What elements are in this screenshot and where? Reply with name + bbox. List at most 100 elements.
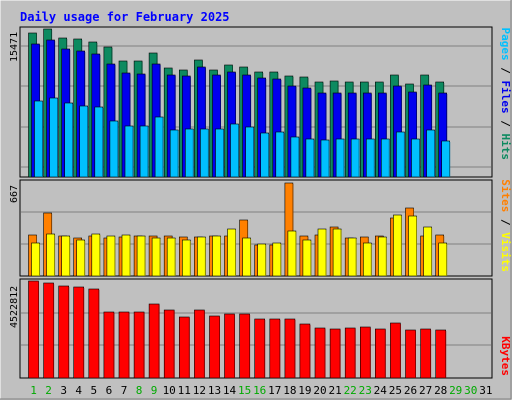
day-label-26: 26 (404, 384, 417, 397)
kbytes-bar-day-26 (405, 329, 416, 379)
kbytes-bar-day-23 (359, 326, 371, 379)
chart-title: Daily usage for February 2025 (20, 10, 230, 24)
pages-bar-day-13 (215, 128, 224, 178)
visits-bar-day-9 (151, 237, 161, 277)
kbytes-bar-day-18 (284, 318, 296, 379)
kbytes-bar-day-12 (194, 309, 205, 379)
pages-bar-day-12 (200, 128, 209, 178)
day-label-20: 20 (313, 384, 326, 397)
pages-bar-day-2 (49, 97, 58, 178)
pages-bar-day-6 (109, 120, 119, 178)
visits-bar-day-28 (438, 242, 448, 277)
day-labels-group: 1 2 3 4 5 6 7 8 9 10 11 12 13 14 15 16 17 18 19 20 21 22 23 24 2… (30, 384, 492, 397)
visits-bar-day-5 (91, 233, 101, 277)
visits-bar-day-15 (242, 237, 251, 277)
kbytes-bar-day-11 (179, 316, 190, 379)
day-label-4: 4 (75, 384, 82, 397)
legend-visits: Visits (499, 232, 512, 272)
day-label-1: 1 (30, 384, 37, 397)
day-label-10: 10 (163, 384, 176, 397)
day-label-11: 11 (178, 384, 191, 397)
day-label-24: 24 (374, 384, 388, 397)
pages-bar-day-14 (230, 123, 239, 178)
day-label-6: 6 (106, 384, 113, 397)
pages-bar-day-19 (305, 138, 315, 178)
pages-bar-day-8 (139, 125, 149, 178)
visits-bar-day-17 (272, 242, 282, 277)
day-label-16: 16 (253, 384, 266, 397)
day-label-9: 9 (151, 384, 158, 397)
kbytes-bar-day-19 (299, 323, 311, 379)
kbytes-bar-day-7 (118, 311, 130, 379)
day-label-25: 25 (389, 384, 402, 397)
day-label-12: 12 (193, 384, 206, 397)
day-label-23: 23 (359, 384, 372, 397)
visits-bar-day-6 (106, 235, 116, 277)
visits-bar-day-27 (423, 226, 432, 277)
day-label-13: 13 (208, 384, 221, 397)
kbytes-bar-day-24 (374, 328, 386, 379)
pages-bar-day-17 (275, 131, 285, 178)
visits-bar-day-22 (347, 237, 357, 277)
day-label-15: 15 (238, 384, 251, 397)
kbytes-bar-day-9 (148, 303, 160, 379)
pages-bar-day-20 (320, 139, 330, 178)
kbytes-bar-day-21 (329, 328, 341, 379)
kbytes-bar-day-13 (209, 315, 220, 379)
visits-bar-day-12 (197, 236, 206, 277)
visits-bar-day-19 (302, 239, 312, 277)
pages-bar-day-27 (426, 129, 435, 178)
pages-bar-day-9 (154, 116, 164, 178)
legend-sites: Sites (499, 179, 512, 212)
visits-bar-day-23 (362, 242, 372, 277)
pages-bar-day-22 (350, 138, 360, 178)
pages-bar-day-5 (94, 106, 104, 178)
day-label-30: 30 (464, 384, 477, 397)
visits-bar-day-20 (317, 228, 327, 277)
legend-kbytes: KBytes (499, 336, 512, 376)
visits-bar-day-3 (61, 235, 71, 277)
kbytes-bar-day-28 (435, 329, 447, 379)
visits-bar-day-21 (332, 228, 342, 277)
kbytes-bar-day-10 (163, 309, 175, 379)
legend-hits: Hits (499, 134, 512, 161)
pages-bar-day-16 (260, 132, 270, 178)
day-label-29: 29 (449, 384, 462, 397)
day-label-17: 17 (268, 384, 281, 397)
visits-max-label: 667 (9, 185, 20, 203)
day-label-5: 5 (90, 384, 97, 397)
kbytes-bar-day-16 (254, 318, 265, 379)
kbytes-bar-day-2 (43, 282, 54, 379)
kbytes-bar-day-14 (224, 313, 235, 379)
pages-bar-day-4 (79, 105, 88, 178)
visits-bar-day-18 (287, 230, 297, 277)
pages-bar-day-26 (411, 138, 420, 178)
bars-group (28, 28, 451, 379)
kbytes-bar-day-20 (314, 327, 326, 379)
visits-bar-day-8 (136, 235, 146, 277)
visits-legend: Sites / Visits (499, 179, 512, 272)
pages-bar-day-7 (124, 125, 134, 178)
pages-bar-day-24 (380, 138, 390, 178)
pages-bar-day-1 (34, 100, 43, 178)
kbytes-bar-day-5 (88, 288, 100, 379)
svg-text:Sites / Visits: Sites / Visits (499, 179, 512, 272)
pages-bar-day-10 (169, 129, 179, 178)
visits-bar-day-11 (182, 239, 191, 277)
usage-max-label: 15471 (9, 32, 20, 62)
kbytes-bar-day-4 (73, 286, 84, 379)
svg-text:Pages / Files / Hits: Pages / Files / Hits (499, 28, 512, 161)
pages-bar-day-3 (64, 102, 73, 178)
visits-bar-day-1 (31, 242, 40, 277)
day-label-19: 19 (298, 384, 311, 397)
kbytes-bar-day-1 (28, 280, 39, 379)
pages-bar-day-11 (185, 128, 194, 178)
pages-bar-day-15 (245, 126, 254, 178)
day-label-8: 8 (136, 384, 143, 397)
kbytes-bar-day-22 (344, 327, 356, 379)
usage-legend: Pages / Files / Hits (499, 28, 512, 161)
visits-bar-day-26 (408, 215, 417, 277)
kbytes-legend: KBytes (499, 336, 512, 376)
pages-bar-day-23 (365, 138, 375, 178)
